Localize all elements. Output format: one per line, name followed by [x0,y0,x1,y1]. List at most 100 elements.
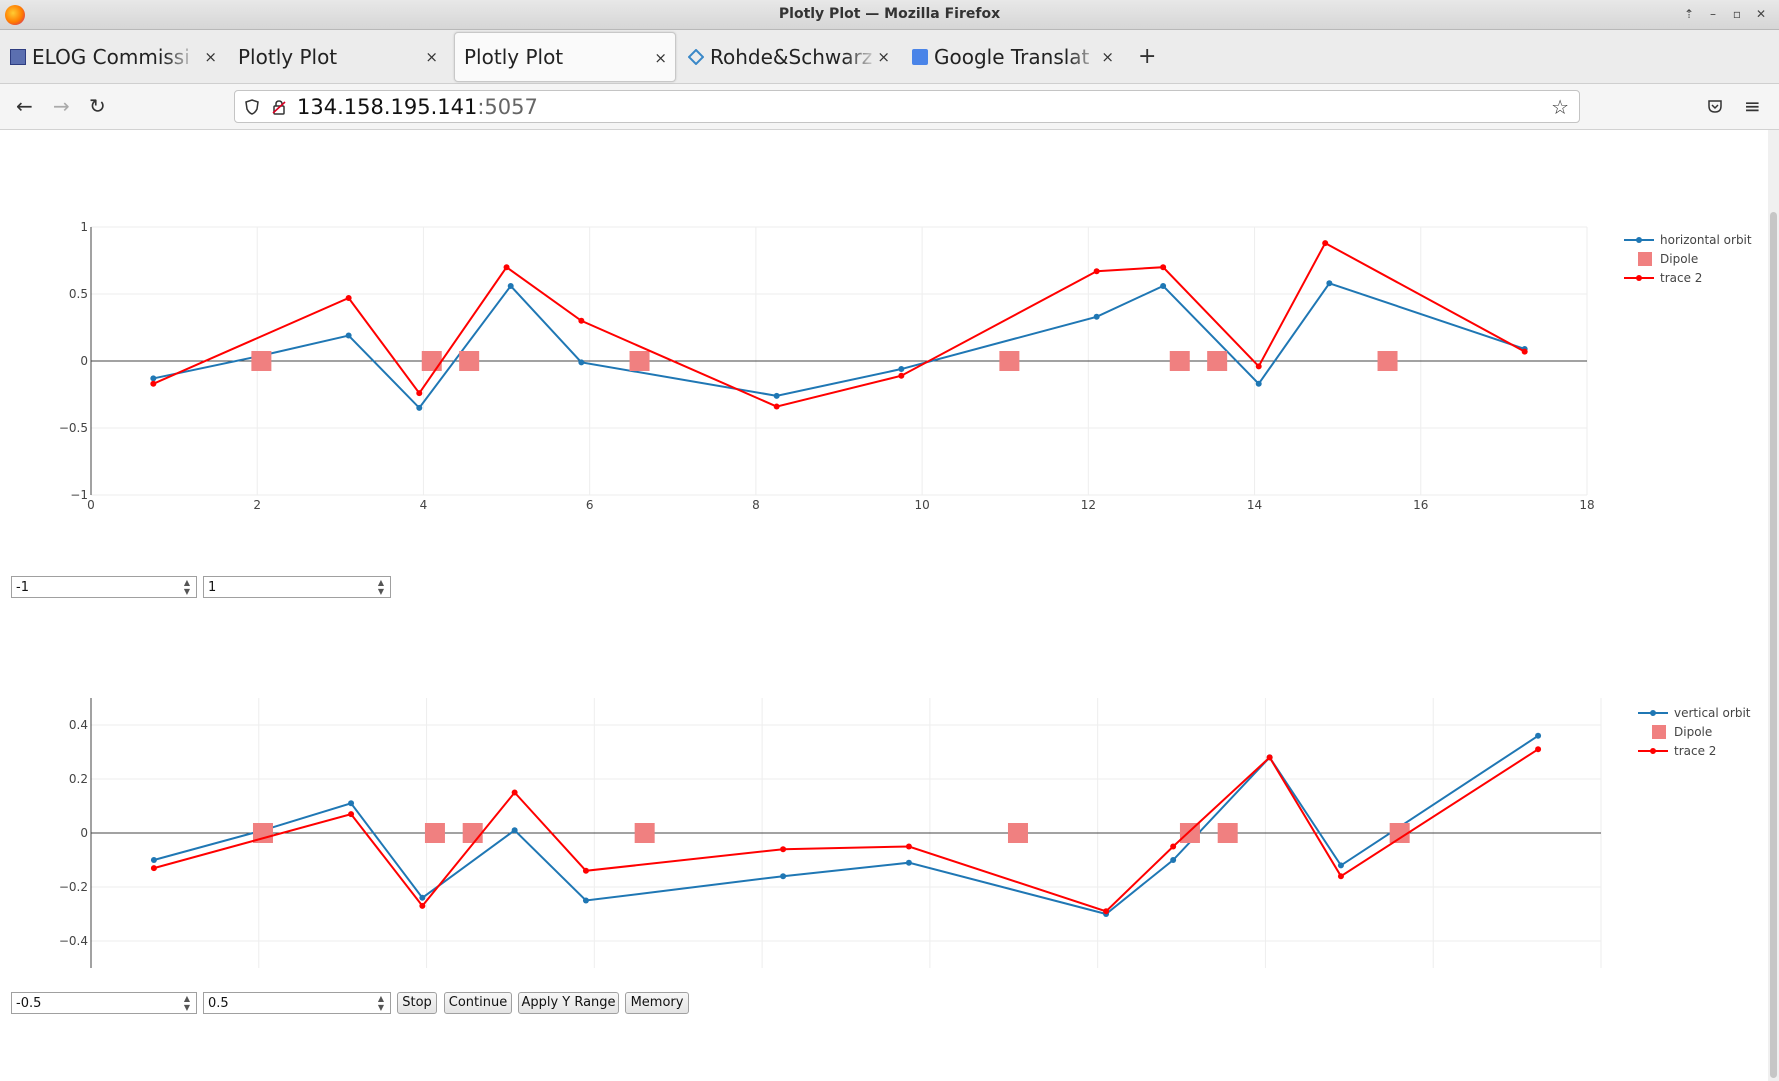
legend-horizontal-orbit-label: horizontal orbit [1660,233,1752,247]
continue-button[interactable]: Continue [444,992,512,1014]
bottom-ymax-input[interactable]: 0.5 ▲ ▼ [203,992,391,1014]
window-pin-icon[interactable]: ⇡ [1683,7,1695,21]
vertical-orbit-point [905,859,912,866]
pocket-icon[interactable] [1707,98,1723,114]
page-scrollbar[interactable] [1768,130,1779,1081]
trace-2-point [898,372,905,379]
stop-button[interactable]: Stop [397,992,437,1014]
horizontal-orbit-chart[interactable]: 0 2 4 6 8 10 12 14 16 18 1 0.5 0 −0.5 −1 horizontal orb… [0,130,1768,520]
apply-y-range-button[interactable]: Apply Y Range [518,992,619,1014]
horizontal-orbit-point [1093,313,1100,320]
tab-label: Google Translat [934,45,1090,69]
window-titlebar: Plotly Plot — Mozilla Firefox ⇡ – ▫ ✕ [0,0,1779,30]
bottom-ymin-input[interactable]: -0.5 ▲ ▼ [11,992,197,1014]
url-bar[interactable]: 134.158.195.141:5057 ☆ [234,90,1580,123]
legend-horizontal-orbit-dot [1636,237,1642,243]
y-tick-label: 0.4 [69,718,88,732]
top-ymax-value: 1 [208,580,217,595]
horizontal-orbit-point [150,375,157,382]
dipole-marker [1389,823,1410,843]
bottom-ymax-value: 0.5 [208,996,229,1011]
vertical-orbit-point [150,857,157,863]
new-tab-button[interactable]: + [1138,44,1157,69]
vertical-orbit-point [1337,862,1344,869]
window-maximize-icon[interactable]: ▫ [1732,7,1742,21]
tab-close-icon[interactable]: × [654,49,667,67]
back-arrow-icon[interactable]: ← [16,94,33,118]
dipole-marker [424,823,445,843]
bookmark-star-icon[interactable]: ☆ [1551,95,1569,119]
vertical-orbit-point [582,897,589,904]
vertical-orbit-point [1535,732,1542,739]
spinner-arrows-icon[interactable]: ▲ ▼ [183,578,191,596]
y-tick-label: 0 [80,826,88,840]
tab-google-translate[interactable]: Google Translat × [912,32,1122,82]
dipole-marker [251,351,272,371]
url-host: 134.158.195.141 [297,95,478,119]
tab-plotly-plot-2[interactable]: Plotly Plot × [454,32,676,82]
horizontal-orbit-point [773,392,780,399]
horizontal-orbit-point [1160,282,1167,289]
trace-2-point [348,811,355,818]
spinner-arrows-icon[interactable]: ▲ ▼ [377,994,385,1012]
top-ymin-input[interactable]: -1 ▲ ▼ [11,576,197,598]
tab-bar: ELOG Commissi × Plotly Plot × Plotly Plo… [0,30,1779,84]
url-text[interactable]: 134.158.195.141:5057 [297,95,538,119]
memory-button[interactable]: Memory [625,992,689,1014]
tab-elog[interactable]: ELOG Commissi × [10,32,225,82]
dipole-marker [462,823,483,843]
y-tick-label: −0.5 [59,421,88,435]
dipole-marker [1007,823,1028,843]
legend-trace-2-label: trace 2 [1660,271,1702,285]
reload-icon[interactable]: ↻ [89,94,106,118]
trace-2-point [503,264,510,271]
top-ymax-input[interactable]: 1 ▲ ▼ [203,576,391,598]
dipole-marker [1179,823,1200,843]
horizontal-orbit-point [507,282,514,289]
horizontal-orbit-point [1255,380,1262,387]
navigation-bar: ← → ↻ 134.158.195.141:5057 ☆ ≡ [0,84,1779,130]
trace-2-point [773,403,780,410]
y-tick-label: −1 [70,488,88,502]
tab-close-icon[interactable]: × [1101,48,1114,66]
tab-close-icon[interactable]: × [425,48,438,66]
x-tick-label: 10 [914,498,929,512]
trace-2-point [150,865,157,872]
tab-rohde-schwarz[interactable]: Rohde&Schwarz × [688,32,898,82]
vertical-orbit-point [1170,857,1177,863]
hamburger-menu-icon[interactable]: ≡ [1744,94,1761,118]
trace-2-line [153,748,1539,913]
trace-2-point [780,846,787,853]
vertical-orbit-point [419,894,426,901]
dipole-marker [634,823,655,843]
tab-close-icon[interactable]: × [204,48,217,66]
trace-2-point [150,380,157,387]
x-tick-label: 6 [586,498,594,512]
window-close-icon[interactable]: ✕ [1755,7,1767,21]
trace-2-point [419,902,426,909]
legend-vertical-orbit-label: vertical orbit [1674,706,1751,720]
legend-dipole-swatch [1638,252,1652,266]
legend-dipole-swatch [1652,725,1666,739]
scrollbar-thumb[interactable] [1770,212,1777,1078]
trace-2-point [1170,843,1177,850]
forward-arrow-icon[interactable]: → [53,94,70,118]
tab-close-icon[interactable]: × [877,48,890,66]
trace-2-point [1103,908,1110,915]
vertical-orbit-point [780,873,787,880]
window-minimize-icon[interactable]: – [1710,7,1716,21]
tab-label: Plotly Plot [464,45,564,69]
y-tick-label: −0.2 [59,880,88,894]
top-ymin-value: -1 [16,580,29,595]
legend-trace-2-dot [1636,275,1642,281]
insecure-lock-icon[interactable] [271,99,287,115]
spinner-arrows-icon[interactable]: ▲ ▼ [377,578,385,596]
tab-label: ELOG Commissi [32,45,190,69]
tab-plotly-plot-1[interactable]: Plotly Plot × [232,32,446,82]
y-tick-label: −0.4 [59,934,88,948]
shield-icon[interactable] [245,99,259,115]
trace-2-point [1160,264,1167,271]
spinner-arrows-icon[interactable]: ▲ ▼ [183,994,191,1012]
page-content: 0 2 4 6 8 10 12 14 16 18 1 0.5 0 −0.5 −1 horizontal orb… [0,130,1768,1081]
